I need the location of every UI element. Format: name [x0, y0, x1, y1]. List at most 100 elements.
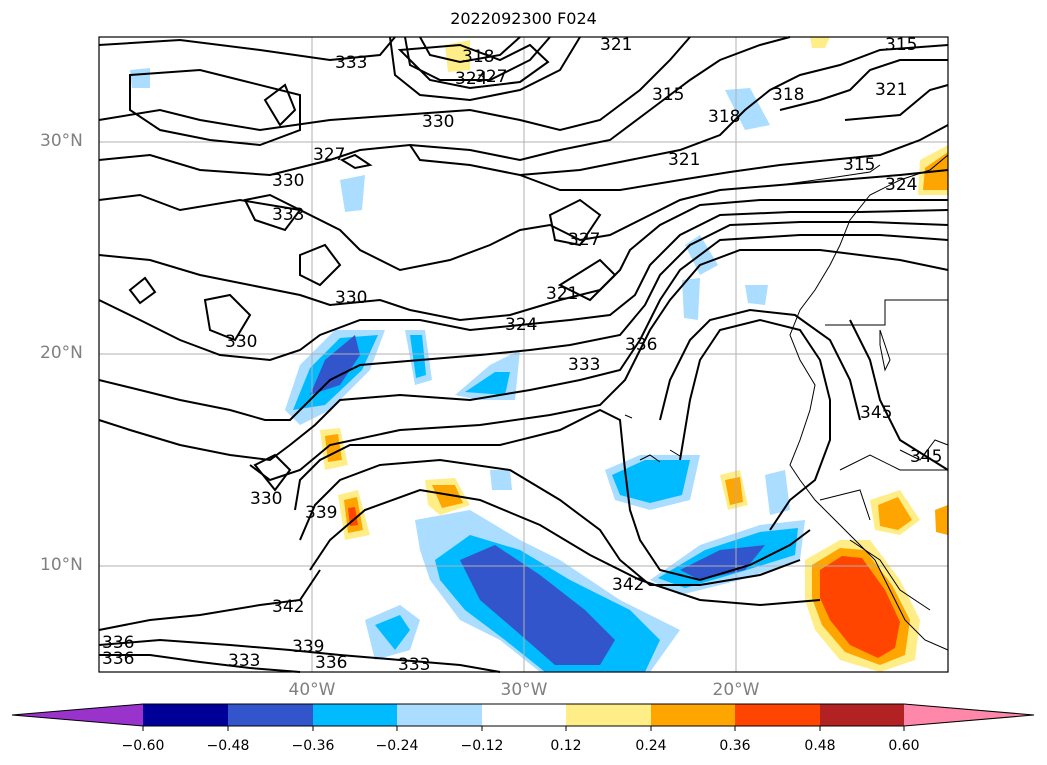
contour-closed — [243, 193, 302, 232]
colorbar-bin — [228, 704, 313, 726]
colorbar-bin — [651, 704, 735, 726]
contour-line — [98, 199, 948, 322]
lon-label-20w: 20°W — [712, 680, 760, 700]
africa-coastline — [789, 154, 949, 651]
positive-anomaly-region — [935, 505, 948, 535]
contour-closed — [548, 198, 602, 247]
lon-label-30w: 30°W — [500, 680, 548, 700]
contour-line — [409, 44, 949, 177]
border-line — [825, 299, 948, 326]
contour-label: 324 — [885, 175, 917, 195]
negative-anomaly-region — [765, 470, 790, 515]
colorbar-tick-label: 0.48 — [804, 738, 836, 754]
gridlines — [99, 37, 948, 672]
contour-line — [98, 169, 949, 272]
contour-line — [249, 249, 949, 482]
contour-line — [849, 319, 949, 471]
negative-anomaly-region — [310, 335, 360, 395]
positive-anomaly-region — [725, 477, 743, 505]
negative-anomaly-region — [410, 335, 426, 378]
positive-anomaly-region — [810, 37, 830, 48]
contour-line — [519, 124, 949, 191]
contour-line — [98, 569, 321, 631]
contour-label: 315 — [843, 155, 875, 175]
contour-line — [659, 308, 861, 421]
contour-label: 333 — [335, 53, 367, 73]
contour-label: 330 — [225, 332, 257, 352]
positive-anomaly-region — [878, 497, 912, 530]
negative-anomaly-region — [745, 285, 768, 305]
contour-closed — [557, 258, 617, 302]
contour-closed — [129, 68, 301, 147]
contour-label: 324 — [505, 315, 537, 335]
colorbar-tick-label: 0.12 — [550, 738, 582, 754]
contour-label: 318 — [708, 107, 740, 127]
contour-label-layer: 333 318 327 324 330 327 315 318 321 315 … — [102, 35, 942, 675]
colorbar-bin — [735, 704, 820, 726]
contour-lines — [98, 36, 949, 673]
negative-anomaly-region — [465, 372, 510, 395]
contour-line — [98, 209, 949, 362]
contour-line — [98, 36, 396, 62]
colorbar-min-extension — [12, 704, 143, 726]
contour-line — [98, 234, 949, 462]
contour-label: 333 — [228, 651, 260, 671]
contour-label: 321 — [600, 35, 632, 55]
colorbar-tick-label: 0.36 — [719, 738, 751, 754]
contour-line — [389, 36, 581, 102]
contour-label: 315 — [885, 35, 917, 55]
negative-anomaly-region — [130, 68, 150, 88]
contour-label: 345 — [910, 447, 942, 467]
contour-line — [99, 654, 301, 673]
negative-anomaly-region — [612, 460, 690, 503]
contour-line — [779, 59, 948, 111]
negative-anomaly-region — [340, 175, 365, 212]
contour-line — [98, 36, 691, 132]
colorbar-bin — [143, 704, 228, 726]
contour-label: 336 — [102, 633, 134, 653]
contour-label: 336 — [625, 335, 657, 355]
contour-label: 330 — [422, 112, 454, 132]
island-outline — [879, 329, 891, 372]
border-line — [899, 439, 949, 461]
contour-label: 339 — [305, 503, 337, 523]
contour-label: 342 — [272, 597, 304, 617]
coast-north — [779, 164, 881, 186]
contour-label: 345 — [860, 403, 892, 423]
contour-label: 333 — [398, 655, 430, 675]
contour-line — [309, 488, 821, 607]
negative-anomaly-region — [460, 545, 615, 665]
contour-line — [679, 318, 831, 531]
contour-label: 342 — [612, 575, 644, 595]
colorbar-tick-label: −0.36 — [291, 738, 335, 754]
contour-label: 336 — [102, 649, 134, 669]
lat-label-20n: 20°N — [40, 343, 83, 363]
border-line — [839, 454, 948, 471]
colorbar-max-extension — [904, 704, 1034, 726]
negative-anomaly-region — [375, 615, 410, 650]
contour-closed — [203, 293, 252, 342]
colorbar-tick-label: 0.60 — [888, 738, 920, 754]
contour-line — [98, 221, 949, 421]
contour-line — [294, 408, 811, 582]
contour-label: 321 — [546, 284, 578, 304]
border-line — [819, 489, 871, 521]
lat-label-10n: 10°N — [40, 555, 83, 575]
contour-label: 315 — [652, 85, 684, 105]
contour-closed — [128, 276, 157, 305]
contour-label: 330 — [272, 171, 304, 191]
coastlines — [624, 154, 949, 651]
colorbar-bin — [820, 704, 904, 726]
contour-label: 321 — [875, 80, 907, 100]
plot-frame — [98, 36, 949, 673]
contour-closed — [397, 43, 550, 90]
positive-anomaly-region — [445, 40, 470, 72]
colorbar-tick-label: −0.24 — [375, 738, 419, 754]
colorbar-bin — [397, 704, 482, 726]
map-title: 2022092300 F024 — [450, 9, 597, 28]
colorbar — [11, 703, 1035, 731]
colorbar-tick-label: −0.60 — [121, 738, 165, 754]
negative-anomaly-region — [680, 545, 765, 580]
border-line — [849, 539, 931, 611]
contour-label: 327 — [313, 145, 345, 165]
